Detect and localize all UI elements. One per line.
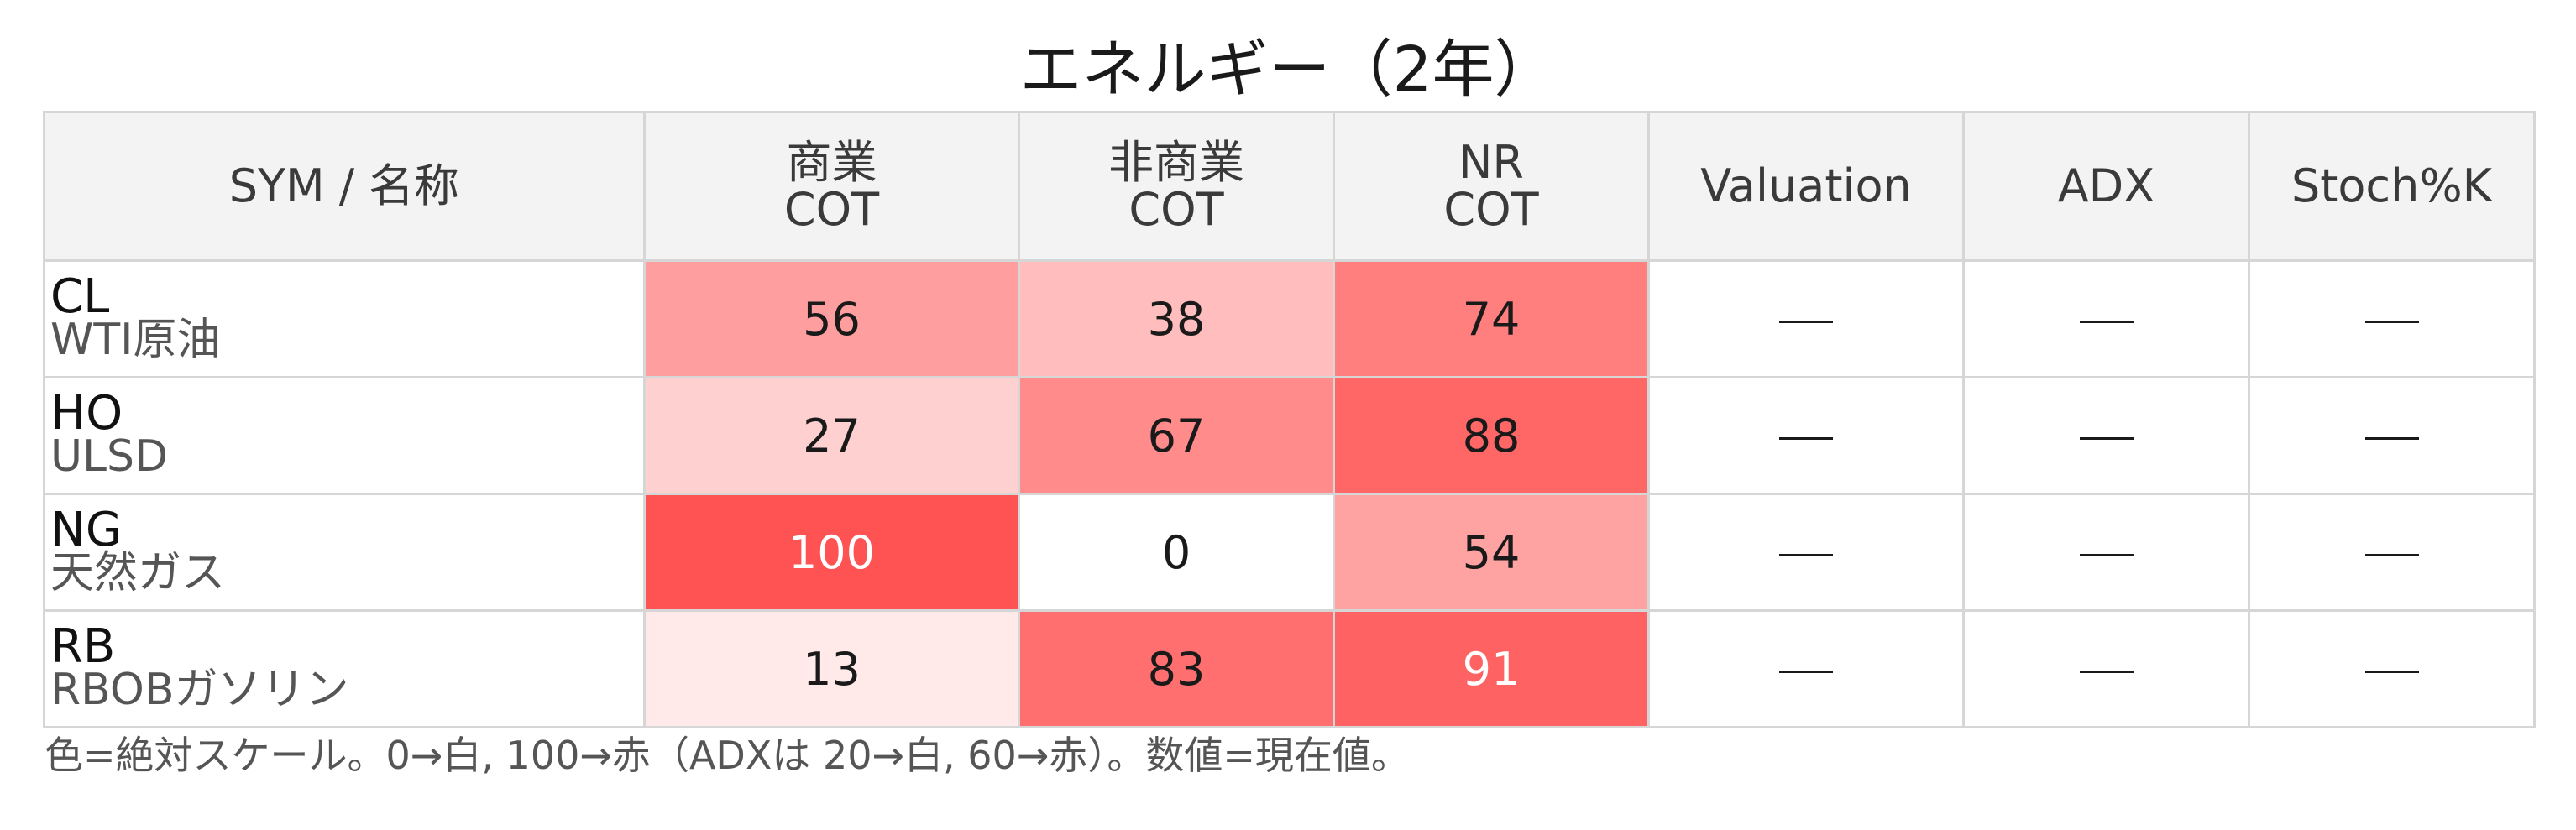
symbol-name: ULSD [50, 431, 169, 482]
heat-cell-noncomm: 0 [1018, 493, 1335, 612]
no-value-dash [1779, 554, 1833, 557]
heatmap-body: CL WTI原油 56 38 74 HO ULSD 27 67 88 NG 天然ガス 100 0 54 RB R… [43, 259, 2536, 728]
empty-cell-stoch [2248, 376, 2536, 495]
empty-cell-stoch [2248, 609, 2536, 728]
no-value-dash [1779, 437, 1833, 441]
no-value-dash [2364, 437, 2419, 441]
symbol-cell: CL WTI原油 [43, 259, 646, 378]
header-nr-cot-label: COT [1443, 183, 1539, 236]
symbol-code: NG [50, 503, 123, 557]
empty-cell-valuation [1647, 493, 1965, 612]
symbol-cell: RB RBOBガソリン [43, 609, 646, 728]
symbol-name: RBOBガソリン [50, 665, 349, 715]
empty-cell-adx [1962, 376, 2250, 495]
empty-cell-adx [1962, 609, 2250, 728]
header-commercial-cot-label: COT [783, 183, 880, 236]
table-row: HO ULSD 27 67 88 [43, 376, 2536, 495]
no-value-dash [2079, 437, 2134, 441]
empty-cell-stoch [2248, 493, 2536, 612]
heat-cell-nr: 88 [1333, 376, 1650, 495]
empty-cell-stoch [2248, 259, 2536, 378]
heat-cell-noncomm: 83 [1018, 609, 1335, 728]
header-noncommercial-cot: 非商業 COT [1018, 111, 1335, 262]
empty-cell-adx [1962, 259, 2250, 378]
symbol-code: RB [50, 619, 116, 674]
symbol-name: 天然ガス [50, 548, 226, 598]
heat-cell-comm: 27 [643, 376, 1020, 495]
heat-cell-nr: 54 [1333, 493, 1650, 612]
no-value-dash [2364, 554, 2419, 557]
no-value-dash [2079, 671, 2134, 674]
header-row: SYM / 名称 商業 COT 非商業 COT NR COT Valuation… [43, 111, 2536, 262]
empty-cell-adx [1962, 493, 2250, 612]
header-sym: SYM / 名称 [43, 111, 646, 262]
no-value-dash [2079, 554, 2134, 557]
header-nr-label: NR [1458, 136, 1524, 189]
heatmap-table: SYM / 名称 商業 COT 非商業 COT NR COT Valuation… [43, 111, 2536, 728]
symbol-name: WTI原油 [50, 315, 221, 365]
empty-cell-valuation [1647, 376, 1965, 495]
symbol-code: CL [50, 269, 110, 324]
header-stoch: Stoch%K [2248, 111, 2536, 262]
header-noncommercial-label: 非商業 [1108, 136, 1244, 189]
heat-cell-noncomm: 38 [1018, 259, 1335, 378]
heat-cell-noncomm: 67 [1018, 376, 1335, 495]
chart-title: エネルギー（2年） [1019, 34, 1557, 106]
header-noncommercial-cot-label: COT [1128, 183, 1224, 236]
table-row: NG 天然ガス 100 0 54 [43, 493, 2536, 612]
heat-cell-nr: 74 [1333, 259, 1650, 378]
color-scale-note: 色=絶対スケール。0→白, 100→赤（ADXは 20→白, 60→赤）。数値=… [45, 733, 1410, 778]
heat-cell-comm: 100 [643, 493, 1020, 612]
symbol-cell: HO ULSD [43, 376, 646, 495]
no-value-dash [1779, 671, 1833, 674]
empty-cell-valuation [1647, 259, 1965, 378]
no-value-dash [2364, 321, 2419, 324]
symbol-code: HO [50, 386, 123, 441]
heat-cell-comm: 56 [643, 259, 1020, 378]
header-nr-cot: NR COT [1333, 111, 1650, 262]
no-value-dash [2079, 321, 2134, 324]
no-value-dash [1779, 321, 1833, 324]
heat-cell-nr: 91 [1333, 609, 1650, 728]
header-adx: ADX [1962, 111, 2250, 262]
heat-cell-comm: 13 [643, 609, 1020, 728]
table-row: RB RBOBガソリン 13 83 91 [43, 609, 2536, 728]
header-commercial-cot: 商業 COT [643, 111, 1020, 262]
header-valuation: Valuation [1647, 111, 1965, 262]
symbol-cell: NG 天然ガス [43, 493, 646, 612]
no-value-dash [2364, 671, 2419, 674]
header-commercial-label: 商業 [786, 136, 877, 189]
table-row: CL WTI原油 56 38 74 [43, 259, 2536, 378]
empty-cell-valuation [1647, 609, 1965, 728]
